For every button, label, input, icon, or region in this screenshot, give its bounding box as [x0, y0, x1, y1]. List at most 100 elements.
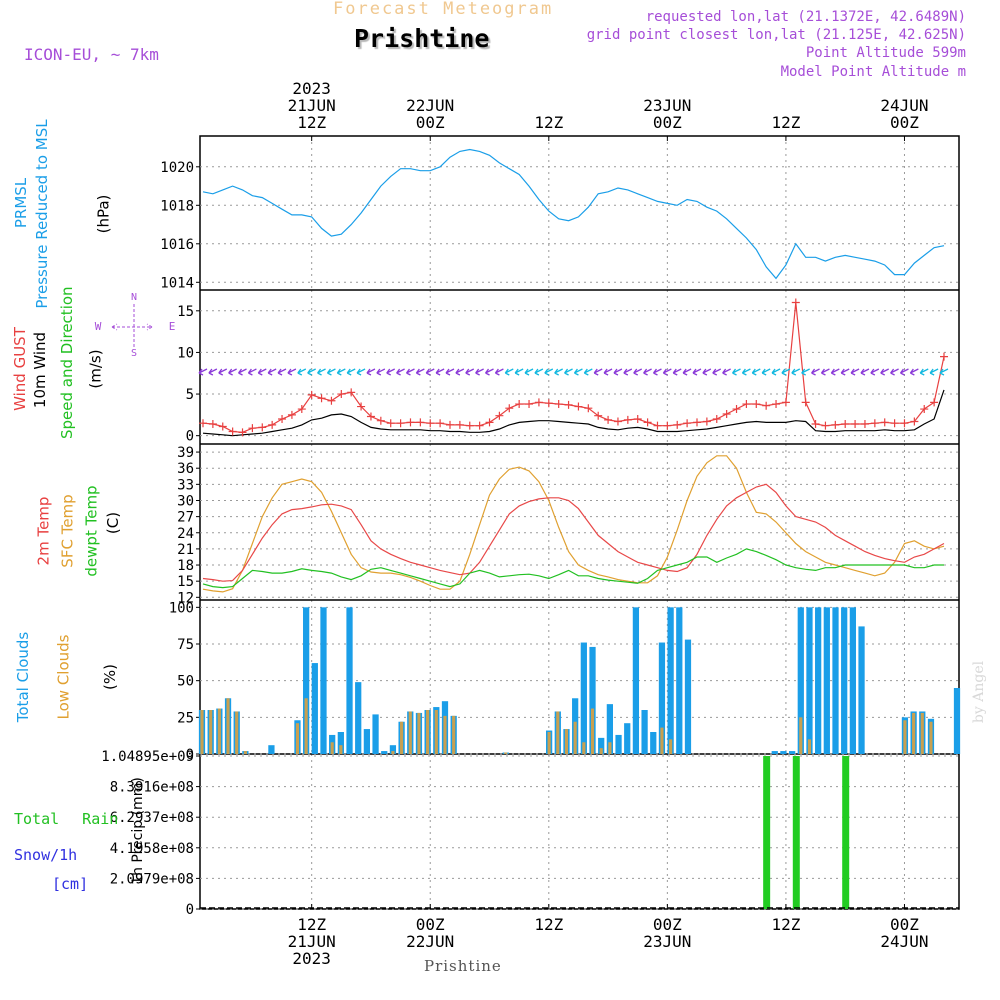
gust-marker	[337, 390, 346, 399]
top-time-label: 12Z	[771, 113, 800, 132]
gust-marker	[732, 405, 741, 414]
cloud-total-bar	[320, 607, 327, 754]
credit-watermark: by Angel	[971, 660, 988, 724]
label-total-rain: Total Rain	[14, 810, 119, 828]
compass-s: S	[131, 348, 137, 359]
gust-marker	[347, 388, 356, 397]
bottom-time-label: 12Z	[297, 915, 326, 934]
gust-marker	[238, 428, 247, 437]
gust-marker	[218, 422, 227, 431]
gust-marker	[446, 420, 454, 429]
wind-direction-arrow	[514, 368, 524, 376]
cloud-low-bar	[504, 752, 508, 754]
cloud-low-bar	[339, 745, 343, 754]
wind-direction-arrow	[208, 368, 218, 376]
top-time-label: 00Z	[890, 113, 919, 132]
wind-direction-arrow	[297, 368, 307, 376]
label-hpa: (hPa)	[94, 194, 113, 234]
label-speed-direction: Speed and Direction	[58, 286, 76, 439]
label-wind-gust: Wind GUST	[10, 327, 29, 411]
wind-direction-arrow	[860, 368, 870, 376]
gust-marker	[505, 404, 514, 413]
label-precip-mm: 1h Precip (mm)	[129, 777, 146, 885]
ytick-label-wind: 10	[177, 345, 194, 361]
cloud-total-bar	[815, 607, 822, 754]
cloud-total-bar	[676, 607, 683, 754]
gust-marker	[327, 396, 336, 405]
cloud-low-bar	[799, 717, 803, 754]
top-time-label: 22JUN	[406, 96, 454, 115]
gust-marker	[287, 410, 296, 419]
gust-marker	[199, 419, 207, 428]
gust-marker	[742, 400, 751, 409]
ytick-label-clouds: 25	[177, 710, 194, 726]
gust-marker	[722, 410, 731, 419]
gust-marker	[594, 411, 603, 420]
ytick-label-temperature: 30	[177, 493, 194, 509]
gust-marker	[396, 419, 405, 428]
wind-direction-arrow	[652, 368, 662, 376]
compass-w: W	[95, 320, 102, 333]
gust-marker	[307, 390, 316, 399]
top-time-label: 12Z	[534, 113, 563, 132]
wind-direction-arrow	[307, 368, 316, 376]
ytick-label-pressure: 1018	[160, 198, 194, 214]
wind-direction-arrow	[722, 368, 731, 376]
cloud-low-bar	[235, 711, 239, 754]
wind-direction-arrow	[741, 368, 751, 376]
cloud-total-bar	[771, 751, 778, 754]
label-2m-temp: 2m Temp	[34, 496, 53, 566]
cloud-low-bar	[209, 710, 213, 754]
wind-direction-arrow	[425, 368, 435, 376]
gust-marker	[485, 418, 494, 427]
ytick-label-temperature: 12	[177, 590, 194, 606]
gust-marker	[841, 420, 850, 429]
bottom-time-label: 12Z	[771, 915, 800, 934]
ytick-label-temperature: 27	[177, 510, 194, 526]
wind-direction-arrow	[346, 368, 356, 376]
wind-direction-arrow	[751, 368, 761, 376]
wind-direction-arrow	[811, 368, 820, 376]
ytick-label-pressure: 1016	[160, 237, 194, 253]
ytick-label-temperature: 33	[177, 477, 194, 493]
cloud-low-bar	[912, 712, 916, 754]
wind-direction-arrow	[801, 368, 810, 376]
gust-marker	[357, 402, 366, 411]
cloud-low-bar	[226, 698, 230, 754]
gust-marker	[673, 420, 682, 429]
wind-direction-arrow	[583, 368, 593, 376]
wind-direction-arrow	[415, 368, 425, 376]
ytick-label-pressure: 1020	[160, 160, 194, 176]
ytick-label-wind: 5	[186, 387, 194, 403]
wind-direction-arrow	[890, 368, 899, 376]
gust-marker	[386, 419, 395, 428]
wind-direction-arrow	[386, 368, 396, 376]
cloud-low-bar	[408, 711, 412, 754]
sfc-temp-line	[202, 455, 945, 593]
gust-marker	[910, 417, 919, 426]
gust-marker	[376, 416, 385, 425]
gust-marker	[752, 400, 761, 409]
cloud-total-bar	[858, 626, 865, 754]
label-ms: (m/s)	[86, 349, 105, 389]
ytick-label-clouds: 75	[177, 637, 194, 653]
wind-direction-arrow	[238, 368, 247, 376]
wind-direction-arrow	[247, 368, 257, 376]
bottom-time-label: 23JUN	[643, 932, 691, 951]
gust-marker	[554, 400, 563, 409]
top-time-label: 2023	[292, 79, 331, 98]
cloud-total-bar	[337, 732, 344, 754]
cloud-low-bar	[660, 727, 664, 754]
bottom-time-label: 24JUN	[880, 932, 928, 951]
wind-direction-arrow	[692, 368, 702, 376]
gust-marker	[475, 421, 484, 430]
ytick-label-clouds: 100	[169, 600, 194, 616]
cloud-low-bar	[590, 708, 595, 754]
ytick-label-temperature: 24	[177, 526, 194, 542]
cloud-total-bar	[797, 607, 804, 754]
wind-direction-arrow	[880, 368, 890, 376]
top-time-label: 23JUN	[643, 96, 691, 115]
gust-marker	[613, 417, 622, 426]
wind-speed-line	[202, 389, 945, 437]
gust-marker	[930, 398, 939, 407]
